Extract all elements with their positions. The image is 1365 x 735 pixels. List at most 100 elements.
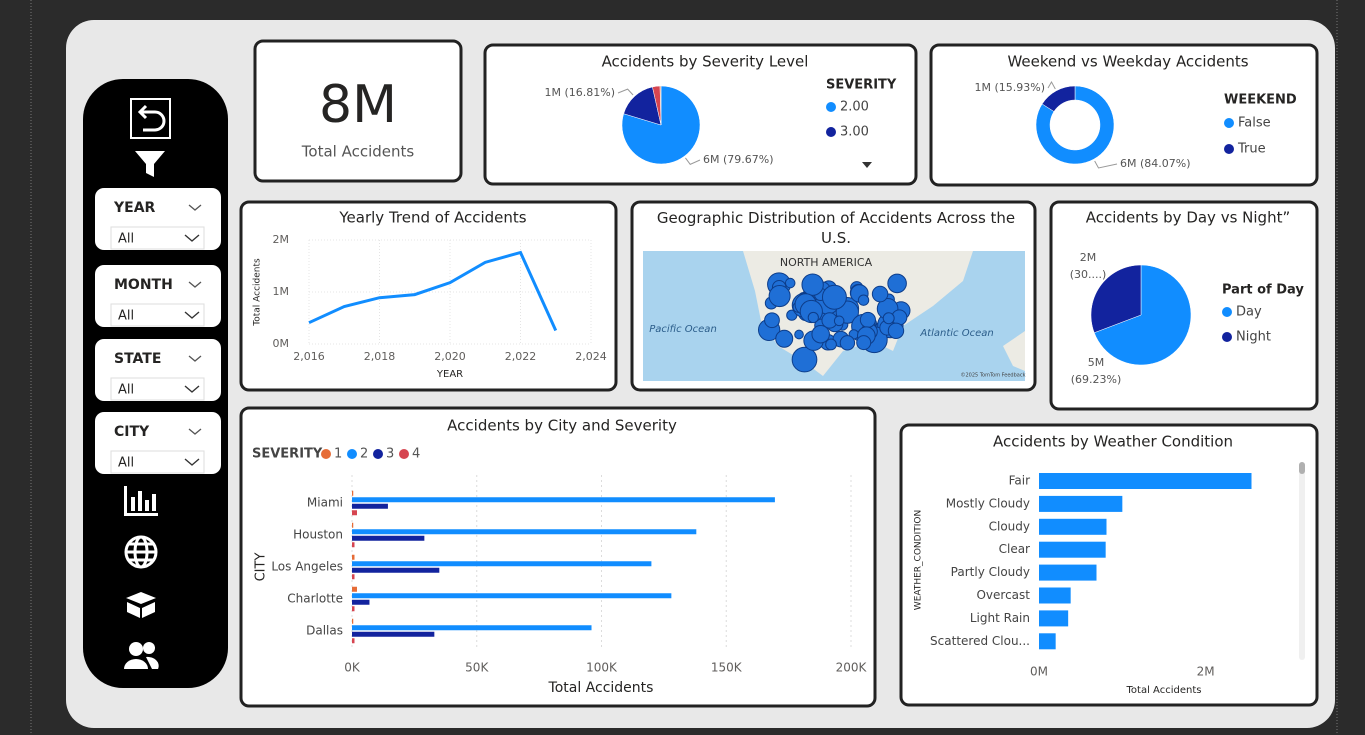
bar — [352, 638, 355, 644]
filter-label: MONTH — [114, 277, 173, 293]
dropdown-chevron — [184, 311, 200, 319]
legend-marker — [399, 449, 409, 459]
legend-marker — [347, 449, 357, 459]
filter-dropdown[interactable] — [110, 450, 205, 474]
filter-dropdown[interactable] — [110, 377, 205, 401]
scrollbar-track[interactable] — [1299, 462, 1305, 660]
bar — [352, 522, 354, 528]
dropdown-chevron — [184, 458, 200, 466]
x-tick-label: 2,018 — [364, 350, 396, 363]
bar — [352, 510, 357, 516]
map-bubble — [794, 329, 804, 340]
chart-title: Yearly Trend of Accidents — [338, 209, 526, 227]
filter-icon[interactable] — [135, 151, 165, 177]
map-bubble — [768, 285, 791, 308]
legend-title: SEVERITY — [826, 78, 897, 93]
users-icon[interactable] — [124, 642, 159, 669]
bar — [352, 535, 425, 541]
legend-label: False — [1238, 116, 1271, 131]
globe-icon[interactable] — [124, 535, 158, 569]
bar-chart-icon[interactable] — [124, 486, 158, 516]
map-label: Atlantic Ocean — [919, 328, 993, 339]
bar — [1039, 473, 1252, 489]
undo-icon[interactable] — [130, 98, 171, 139]
legend-marker — [321, 449, 331, 459]
map-bubble — [784, 277, 796, 289]
bar — [352, 606, 355, 612]
label-leader — [1047, 80, 1056, 90]
y-tick-label: Light Rain — [970, 611, 1030, 625]
bar — [1039, 587, 1071, 604]
filter-chevron — [188, 355, 202, 362]
x-tick-label: 2M — [1197, 665, 1215, 679]
filter-chevron — [188, 204, 202, 211]
chart-title: Weekend vs Weekday Accidents — [1007, 53, 1248, 71]
map-bubble — [882, 312, 895, 325]
map-bubble — [887, 273, 907, 294]
filter-label: CITY — [114, 424, 150, 440]
label-leader — [617, 88, 634, 96]
y-axis-label: Total Accidents — [253, 258, 263, 327]
legend-label: 2 — [360, 447, 368, 462]
x-tick-label: 2,020 — [434, 350, 466, 363]
legend-marker — [1222, 307, 1232, 317]
filter-dropdown[interactable] — [110, 303, 205, 327]
kpi-card — [253, 39, 463, 183]
box-icon[interactable] — [126, 592, 156, 618]
chart-title: Accidents by Severity Level — [602, 53, 809, 71]
bar — [352, 599, 370, 605]
legend-marker — [826, 102, 836, 112]
filter-value: All — [118, 232, 134, 247]
bar — [352, 490, 354, 496]
data-label: 6M (79.67%) — [703, 153, 774, 166]
data-label: 6M (84.07%) — [1120, 157, 1191, 170]
map-bubble — [887, 322, 905, 339]
legend-marker — [1224, 144, 1234, 154]
bar — [352, 542, 355, 548]
chart-title: Accidents by Day vs Night” — [1086, 209, 1290, 227]
map-bubble — [871, 285, 889, 303]
chart-card — [929, 43, 1319, 187]
map-bubble — [839, 335, 856, 351]
bar — [352, 497, 775, 503]
y-tick-label: Overcast — [976, 588, 1030, 602]
filter-dropdown[interactable] — [110, 226, 205, 250]
legend-title: SEVERITY — [252, 447, 323, 462]
y-tick-label: Clear — [999, 542, 1030, 556]
legend-title: WEEKEND — [1224, 93, 1297, 108]
y-tick-label: Dallas — [306, 624, 343, 638]
bar — [352, 554, 355, 560]
y-tick-label: Scattered Clou... — [930, 634, 1030, 648]
legend-label: True — [1237, 142, 1266, 157]
map-bubble — [807, 311, 819, 324]
y-tick-label: Fair — [1009, 474, 1030, 488]
chart-card — [239, 200, 618, 392]
legend-scroll[interactable] — [862, 162, 872, 168]
map-bubble — [821, 284, 847, 310]
map-bubble — [859, 311, 876, 328]
legend-marker — [1222, 332, 1232, 342]
filter-value: All — [118, 383, 134, 398]
map-label: Pacific Ocean — [649, 324, 717, 335]
map-bubble — [856, 335, 872, 351]
legend-title: Part of Day — [1222, 283, 1304, 298]
bar — [1039, 518, 1107, 535]
bar — [352, 567, 440, 573]
y-tick-label: Charlotte — [287, 592, 343, 606]
x-tick-label: 0M — [1030, 665, 1048, 679]
map-label: NORTH AMERICA — [780, 256, 873, 269]
kpi-label: Total Accidents — [301, 143, 415, 161]
bar — [352, 574, 355, 580]
y-tick-label: Houston — [293, 528, 343, 542]
map-label: ©2025 TomTom Feedback — [961, 372, 1026, 379]
pie-slice — [1041, 85, 1076, 112]
label-leader — [685, 157, 701, 165]
bar — [352, 625, 592, 631]
scrollbar-thumb[interactable] — [1299, 462, 1305, 474]
y-tick-label: 2M — [273, 233, 290, 246]
x-tick-label: 2,024 — [575, 350, 607, 363]
map-land — [1003, 331, 1025, 371]
y-axis-label: WEATHER_CONDITION — [914, 510, 924, 610]
